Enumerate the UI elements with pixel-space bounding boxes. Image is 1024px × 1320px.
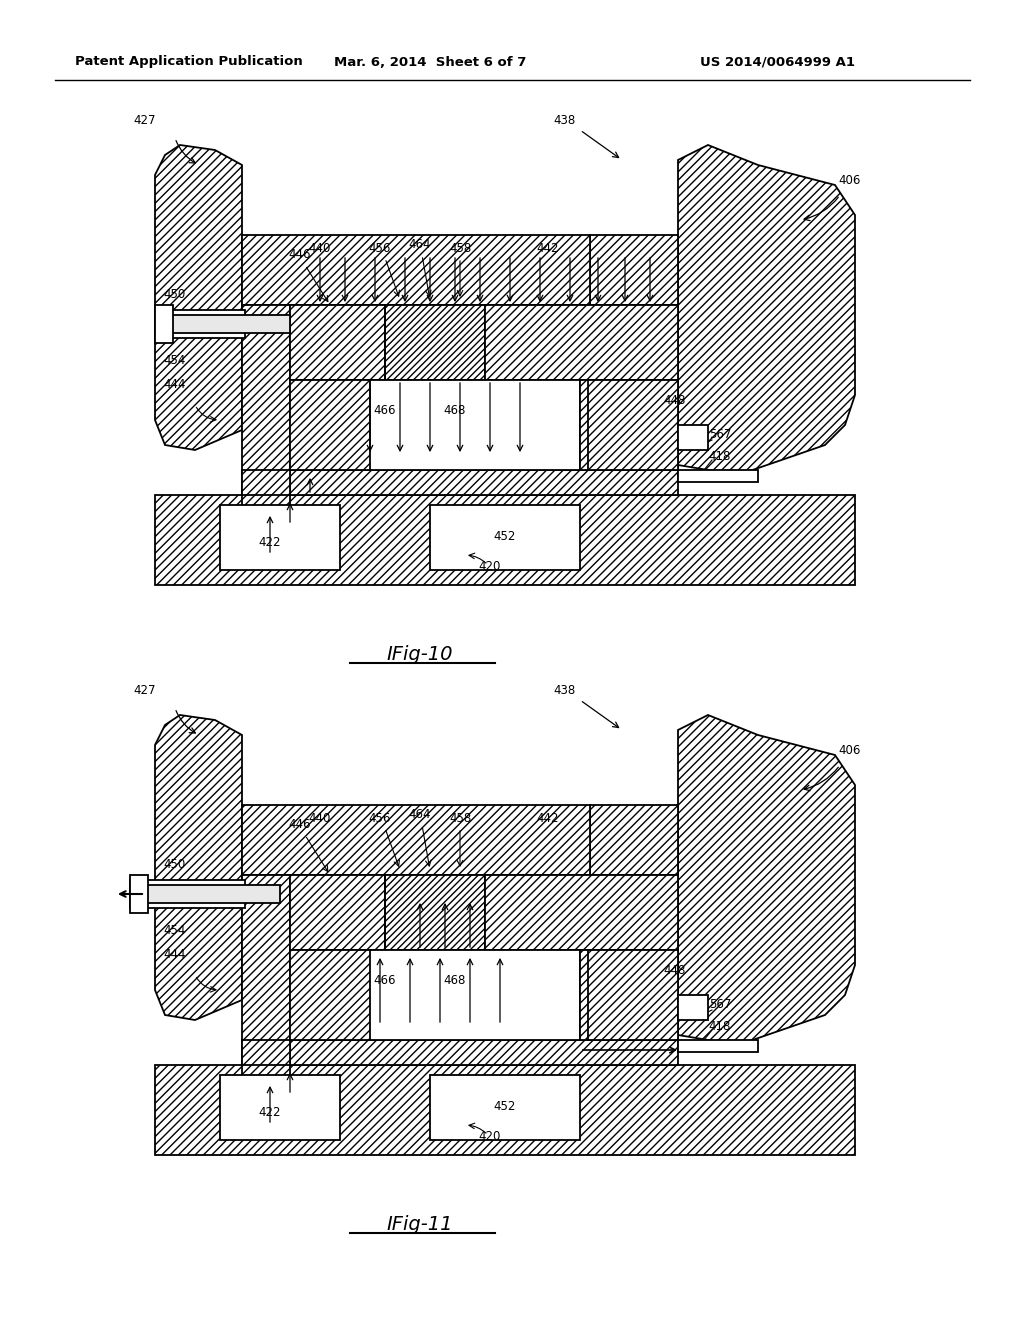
Polygon shape [590, 805, 678, 875]
Polygon shape [290, 950, 370, 1040]
Text: 440: 440 [309, 242, 331, 255]
Text: IFig-10: IFig-10 [387, 645, 454, 664]
Text: 446: 446 [289, 248, 311, 261]
Bar [430, 1074, 580, 1140]
Text: 438: 438 [554, 114, 577, 127]
Text: 420: 420 [479, 561, 501, 573]
Bar [678, 425, 708, 450]
Bar [220, 506, 340, 570]
Polygon shape [242, 271, 678, 305]
Text: 456: 456 [369, 812, 391, 825]
Text: Mar. 6, 2014  Sheet 6 of 7: Mar. 6, 2014 Sheet 6 of 7 [334, 55, 526, 69]
Text: US 2014/0064999 A1: US 2014/0064999 A1 [700, 55, 855, 69]
Polygon shape [242, 840, 678, 875]
Text: 442: 442 [537, 242, 559, 255]
Polygon shape [580, 380, 678, 470]
Polygon shape [290, 380, 370, 470]
Bar [220, 1074, 340, 1140]
Text: 444: 444 [164, 379, 186, 392]
Text: 422: 422 [259, 536, 282, 549]
Bar [678, 470, 758, 482]
Polygon shape [242, 1040, 290, 1065]
Polygon shape [678, 715, 855, 1045]
Text: 446: 446 [289, 818, 311, 832]
Polygon shape [385, 305, 485, 380]
Polygon shape [485, 875, 678, 950]
Text: IFig-11: IFig-11 [387, 1216, 454, 1234]
Polygon shape [580, 950, 678, 1040]
Text: 406: 406 [839, 173, 861, 186]
Bar [678, 995, 708, 1020]
Text: 418: 418 [709, 1020, 731, 1034]
Bar [430, 506, 580, 570]
Text: 452: 452 [494, 1101, 516, 1114]
Bar [145, 884, 280, 903]
Text: 458: 458 [449, 242, 471, 255]
Polygon shape [290, 1040, 678, 1065]
Text: 567: 567 [709, 998, 731, 1011]
Text: 442: 442 [537, 812, 559, 825]
Bar [155, 305, 173, 343]
Text: 466: 466 [374, 974, 396, 986]
Text: 422: 422 [259, 1106, 282, 1119]
Text: 464: 464 [409, 808, 431, 821]
Text: 456: 456 [369, 242, 391, 255]
Bar [155, 310, 245, 338]
Polygon shape [485, 305, 678, 380]
Polygon shape [242, 305, 290, 525]
Text: 438: 438 [554, 684, 577, 697]
Bar [290, 950, 580, 1040]
Bar [130, 875, 148, 913]
Text: 448: 448 [664, 393, 686, 407]
Polygon shape [290, 305, 385, 380]
Text: 452: 452 [494, 531, 516, 544]
Bar [678, 1040, 758, 1052]
Polygon shape [155, 495, 855, 585]
Text: 450: 450 [164, 289, 186, 301]
Polygon shape [588, 950, 678, 1040]
Polygon shape [155, 715, 242, 1020]
Text: 427: 427 [134, 684, 157, 697]
Text: 454: 454 [164, 354, 186, 367]
Polygon shape [155, 145, 242, 450]
Polygon shape [242, 875, 290, 1096]
Polygon shape [242, 235, 590, 305]
Text: 468: 468 [443, 974, 466, 986]
Text: 418: 418 [709, 450, 731, 463]
Polygon shape [242, 805, 590, 875]
Text: 406: 406 [839, 743, 861, 756]
Text: 448: 448 [664, 964, 686, 977]
Text: 420: 420 [479, 1130, 501, 1143]
Text: 427: 427 [134, 114, 157, 127]
Text: 458: 458 [449, 812, 471, 825]
Bar [170, 315, 290, 333]
Text: Patent Application Publication: Patent Application Publication [75, 55, 303, 69]
Polygon shape [588, 380, 678, 470]
Polygon shape [678, 145, 855, 475]
Polygon shape [242, 470, 290, 495]
Polygon shape [590, 235, 678, 305]
Polygon shape [155, 1065, 855, 1155]
Text: 466: 466 [374, 404, 396, 417]
Text: 440: 440 [309, 812, 331, 825]
Polygon shape [385, 875, 485, 950]
Text: 444: 444 [164, 949, 186, 961]
Text: 567: 567 [709, 429, 731, 441]
Text: 464: 464 [409, 239, 431, 252]
Bar [290, 380, 580, 470]
Bar [130, 880, 245, 908]
Text: 454: 454 [164, 924, 186, 936]
Text: 468: 468 [443, 404, 466, 417]
Polygon shape [290, 875, 385, 950]
Text: 450: 450 [164, 858, 186, 871]
Polygon shape [290, 470, 678, 495]
